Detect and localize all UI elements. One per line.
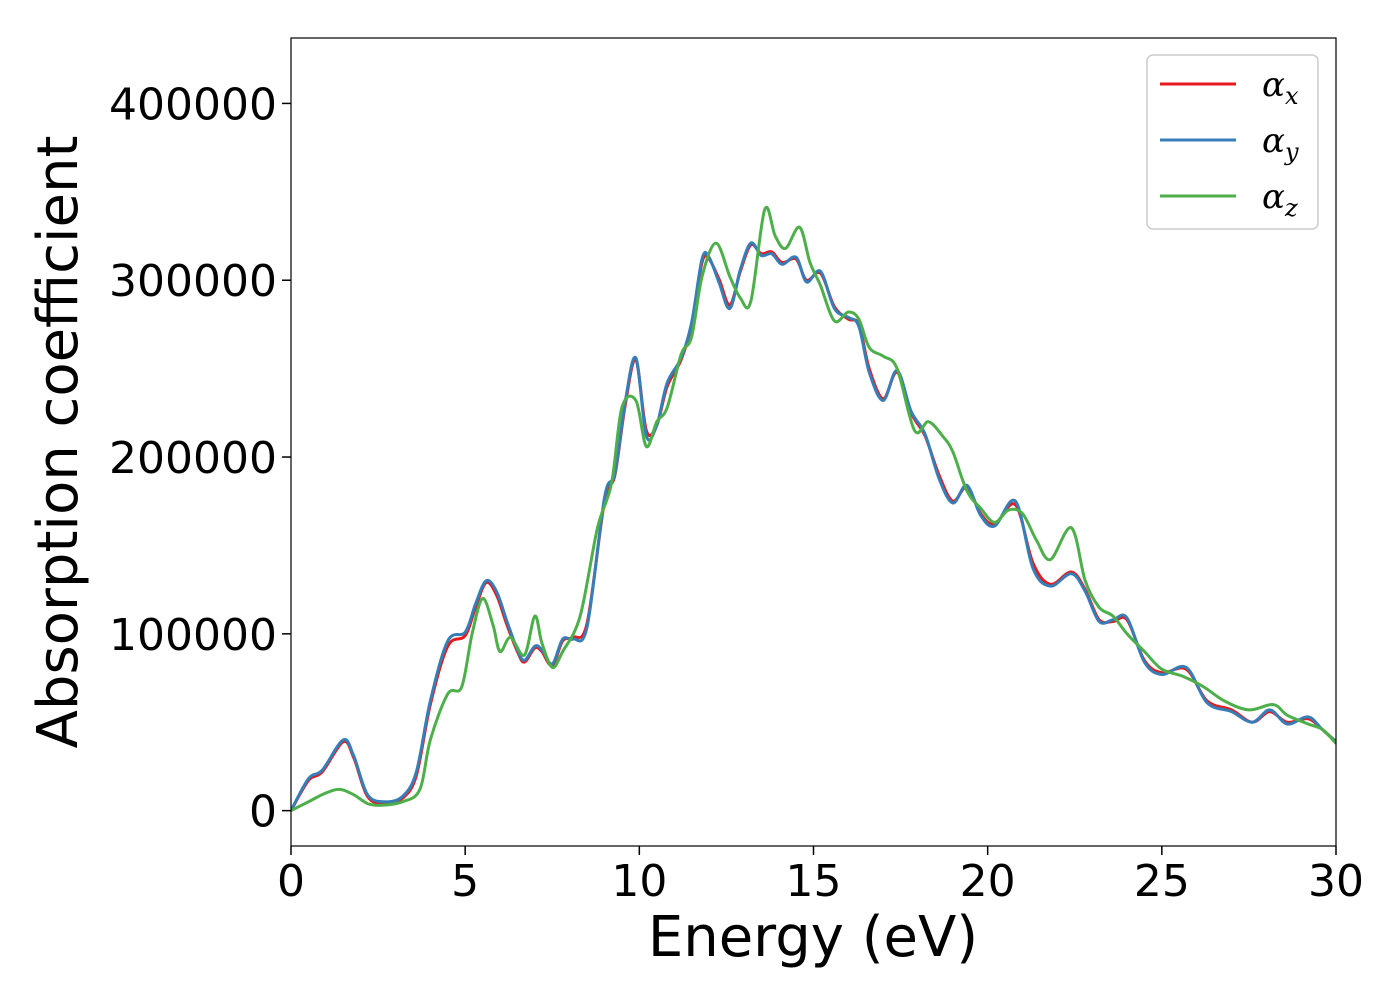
series-line-y [291, 241, 1336, 812]
x-tick-label: 20 [960, 856, 1016, 907]
y-tick-label: 200000 [109, 433, 277, 484]
x-tick-label: 25 [1134, 856, 1190, 907]
x-tick-label: 5 [451, 856, 479, 907]
legend-label-y: αy [1262, 121, 1299, 166]
x-tick-label: 10 [611, 856, 667, 907]
x-tick-label: 15 [786, 856, 842, 907]
legend-box [1146, 54, 1319, 230]
legend: αx αy αz [1146, 54, 1319, 230]
series-layer [291, 205, 1336, 812]
x-tick-label: 0 [277, 856, 305, 907]
y-tick-label: 300000 [109, 256, 277, 307]
legend-label-x: αx [1262, 65, 1299, 110]
legend-label-z: αz [1262, 177, 1298, 222]
series-line-z [291, 205, 1336, 812]
y-tick-label: 400000 [109, 79, 277, 130]
y-axis-title: Absorption coefficient [26, 136, 91, 749]
x-axis-title: Energy (eV) [648, 905, 978, 970]
x-axis: 0 5 10 15 20 25 30 [277, 846, 1364, 907]
x-tick-label: 30 [1308, 856, 1364, 907]
y-tick-label: 0 [249, 787, 277, 838]
y-tick-label: 100000 [109, 610, 277, 661]
y-axis: 0 100000 200000 300000 400000 [109, 79, 291, 838]
